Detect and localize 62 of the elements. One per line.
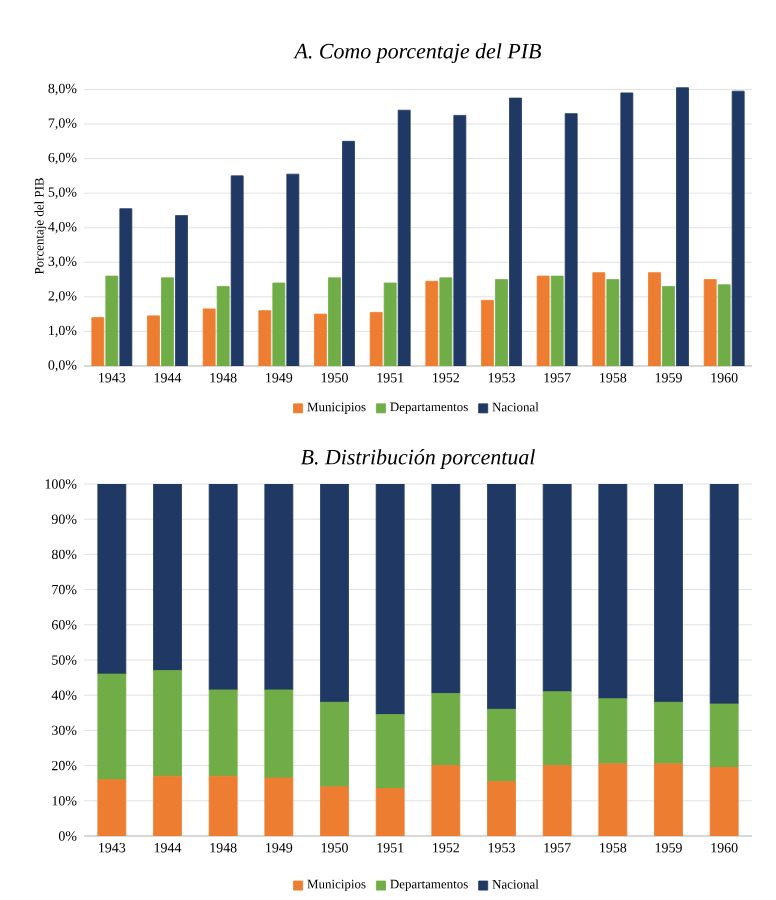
bar: [425, 280, 439, 366]
bar: [487, 708, 516, 782]
bar: [258, 310, 272, 366]
bar: [375, 483, 405, 715]
bar: [431, 483, 461, 694]
bar: [509, 97, 522, 366]
bar: [709, 483, 739, 705]
bar: [264, 777, 294, 836]
bar: [654, 763, 683, 836]
bar: [97, 673, 127, 781]
bar: [703, 279, 717, 366]
bar: [375, 714, 405, 789]
bar: [175, 215, 188, 366]
bar: [202, 308, 216, 366]
bar: [542, 765, 572, 836]
bar: [620, 92, 634, 366]
bar: [592, 272, 606, 366]
bar: [208, 483, 238, 691]
bar: [654, 701, 683, 765]
bar: [97, 779, 127, 836]
bar: [147, 315, 160, 366]
bar: [542, 691, 572, 766]
bar: [208, 775, 238, 836]
bar: [369, 312, 383, 366]
bar: [320, 701, 349, 788]
bar: [153, 483, 182, 671]
bar: [375, 788, 405, 836]
bar: [676, 87, 689, 366]
bar: [731, 90, 745, 366]
bar: [397, 109, 411, 366]
bar: [342, 140, 355, 366]
bar: [264, 483, 294, 691]
bar: [709, 703, 739, 768]
bar: [481, 299, 494, 366]
bar: [230, 175, 244, 366]
bar: [487, 483, 516, 710]
bar: [709, 766, 739, 836]
bar: [320, 483, 349, 703]
chart-title: A. Como porcentaje del PIB: [293, 43, 541, 63]
bar: [654, 483, 683, 703]
bar: [153, 670, 182, 777]
bar: [314, 313, 327, 366]
bar: [598, 483, 628, 700]
bar: [598, 763, 628, 836]
bar: [286, 173, 300, 366]
bar: [431, 693, 461, 766]
bar: [536, 275, 550, 366]
bar: [97, 483, 127, 675]
bar: [119, 208, 133, 366]
bar: [431, 765, 461, 836]
bar: [208, 689, 238, 777]
bar: [453, 114, 467, 366]
bar: [91, 317, 105, 366]
chart-title: B. Distribución porcentual: [300, 449, 535, 469]
bar: [264, 689, 294, 779]
bar: [564, 113, 578, 366]
bar: [153, 775, 182, 836]
bar: [598, 698, 628, 765]
bar: [542, 483, 572, 693]
bar: [487, 781, 516, 836]
bar: [648, 272, 661, 366]
bar: [320, 786, 349, 836]
